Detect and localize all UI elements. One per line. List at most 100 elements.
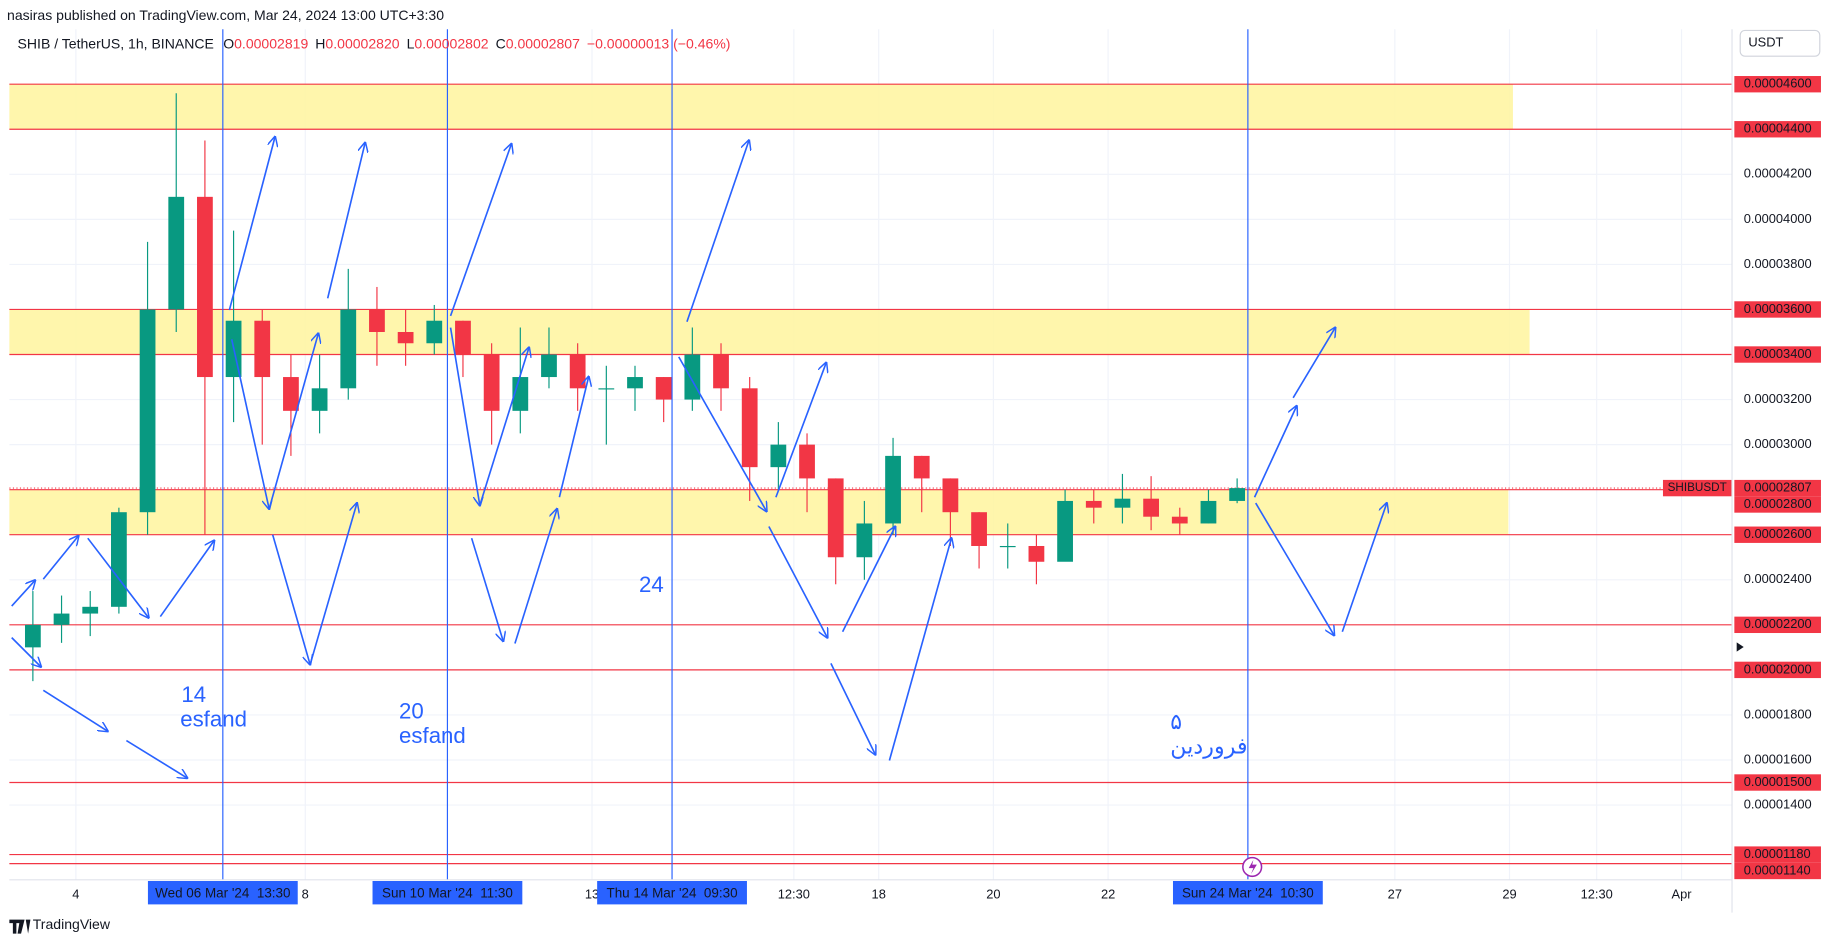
candle-body [254,320,271,378]
marker-label-box [1172,880,1323,905]
annotation: 24 [639,572,664,597]
y-tick-label: 0.00004200 [1744,166,1812,181]
arrow [42,536,78,580]
legend-value: 0.00002820 [325,35,399,51]
marker-label-box [597,880,747,905]
candle-body [24,624,41,648]
candle-body [827,478,844,558]
level-label: 0.00004600 [1744,76,1812,91]
arrow [11,580,35,607]
candle-body [1028,545,1045,562]
marker-label: Wed 06 Mar '24 13:30 [155,885,290,900]
arrow [228,137,275,311]
x-tick-label: 20 [986,886,1000,901]
last-price: 0.00002807 [1744,480,1812,495]
candle-body [627,377,643,389]
logo [9,919,31,934]
level-label: 0.00002600 [1744,526,1812,541]
candle-body [741,388,758,468]
x-tick-label: 12:30 [1581,886,1613,901]
scale-arrow[interactable] [1736,642,1744,652]
arrow [230,339,269,509]
arrow [888,538,951,761]
x-tick-label: 8 [302,886,309,901]
candle-body [197,196,213,378]
candle-body [569,354,586,389]
x-tick-label: 4 [72,886,79,901]
last-name: SHIBUSDT [1668,481,1727,494]
y-tick-label: 0.00001600 [1744,751,1812,766]
legend-value: 0.00002819 [234,35,308,51]
candle-body [1200,500,1217,524]
arrow [125,739,187,778]
footer: TradingView [33,916,111,932]
x-tick-label: 18 [872,886,886,901]
level-label: 0.00002000 [1744,661,1812,676]
legend-key: L [407,35,415,51]
candle-body [713,354,729,389]
x-tick-label: 29 [1502,886,1516,901]
y-tick-label: 0.00002400 [1744,571,1812,586]
level-label-box [1734,526,1821,543]
last-name-box [1662,479,1733,497]
level-label-box [1734,661,1821,679]
currency-button[interactable] [1739,29,1821,57]
level-label: 0.00001140 [1744,862,1811,877]
candle-body [82,606,99,614]
arrow [470,537,504,641]
arrow [686,140,749,323]
annotation: esfand [399,723,466,748]
level-label-box [1734,862,1821,880]
level-label-box [1734,496,1821,513]
arrow [271,534,310,665]
annotation: 14 [181,682,206,707]
zone [9,84,1513,130]
marker-label: Thu 14 Mar '24 09:30 [607,885,738,900]
arrow [268,333,318,510]
candles [24,93,1246,682]
candle-body [53,613,70,625]
arrow [678,356,767,511]
y-tick-label: 0.00003800 [1744,256,1812,271]
level-label: 0.00002200 [1744,616,1812,631]
candle-body [1114,498,1131,508]
y-tick-label: 0.00004000 [1744,211,1812,226]
y-tick-label: 0.00001800 [1744,706,1812,721]
level-label-box [1734,346,1821,363]
annotation: 20 [399,698,424,723]
legend-key: O [223,35,234,51]
change: −0.00000013 (−0.46%) [587,35,731,51]
level-label: 0.00001500 [1744,774,1812,789]
candle-body [139,309,156,513]
arrow [87,537,149,618]
legend: SHIB / TetherUS, 1h, BINANCE O0.00002819 H… [18,35,731,51]
arrow [326,143,365,299]
arrow [841,526,896,633]
arrow [11,637,41,667]
last-price-box [1734,479,1821,497]
levels: 0.00004600 0.00004400 0.00003600 0.00003400… [9,76,1821,880]
candle-body [598,388,615,390]
candle-body [311,388,328,411]
level-label-box [1734,774,1821,791]
level-label: 0.00004400 [1744,121,1812,136]
arrow [830,663,875,754]
y-tick-label: 0.00001400 [1744,796,1812,811]
y-tick-label: 0.00003200 [1744,391,1812,406]
arrow [514,509,557,644]
candle-body [942,478,959,513]
x-tick-label: 12:30 [778,886,810,901]
x-tick-label: 13 [585,886,599,901]
markers [222,29,1249,880]
arrow [558,377,588,498]
symbol: SHIB / TetherUS, 1h, BINANCE [18,35,214,51]
arrow [449,327,480,506]
candle-body [426,320,443,344]
marker-label-box [372,880,523,905]
annotation: esfand [180,707,247,732]
candle-body [1085,500,1102,508]
candle-body [283,377,299,411]
legend-value: 0.00002802 [414,35,488,51]
x-tick-label: 22 [1101,886,1115,901]
